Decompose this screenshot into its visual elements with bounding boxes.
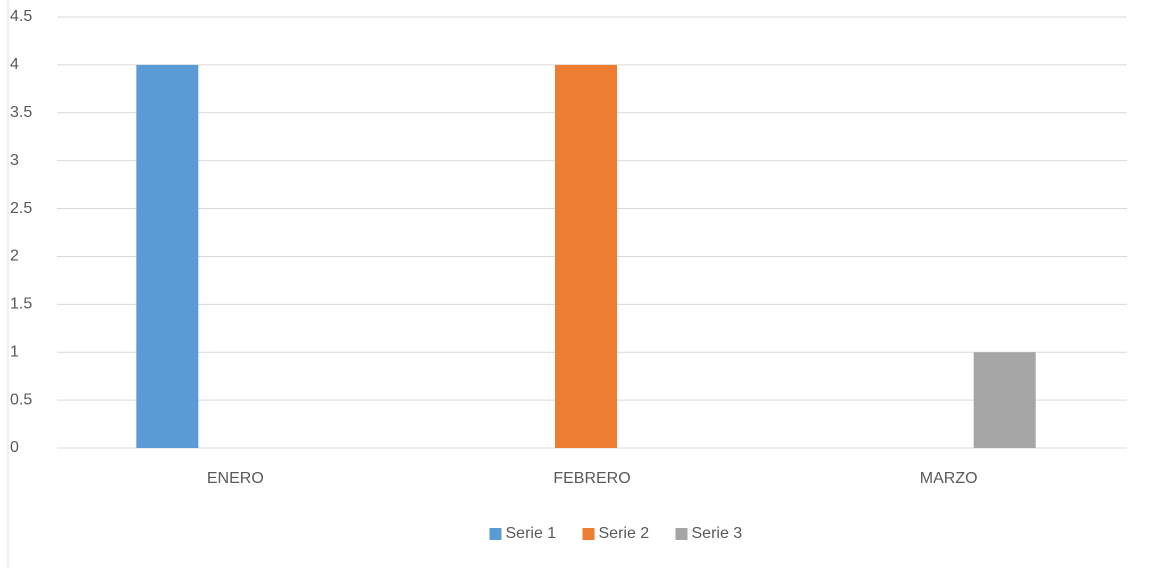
legend-label: Serie 3 bbox=[692, 525, 743, 542]
legend-label: Serie 2 bbox=[599, 525, 650, 542]
y-tick-label: 2 bbox=[10, 248, 19, 265]
y-tick-label: 0 bbox=[10, 439, 19, 456]
x-tick-label: FEBRERO bbox=[553, 470, 630, 487]
y-tick-label: 4.5 bbox=[10, 8, 32, 25]
bar bbox=[973, 352, 1036, 448]
y-tick-label: 1 bbox=[10, 343, 19, 360]
y-tick-label: 0.5 bbox=[10, 391, 32, 408]
legend-swatch bbox=[675, 528, 688, 540]
y-tick-label: 2.5 bbox=[10, 200, 32, 217]
x-tick-label: MARZO bbox=[920, 470, 978, 487]
legend-swatch bbox=[582, 528, 595, 540]
legend-swatch bbox=[489, 528, 502, 540]
bar bbox=[136, 64, 199, 448]
legend-label: Serie 1 bbox=[506, 525, 557, 542]
x-tick-label: ENERO bbox=[207, 470, 264, 487]
y-tick-label: 3 bbox=[10, 152, 19, 169]
y-tick-label: 4 bbox=[10, 56, 19, 73]
y-tick-label: 3.5 bbox=[10, 104, 32, 121]
bar bbox=[555, 64, 617, 448]
y-tick-label: 1.5 bbox=[10, 296, 32, 313]
